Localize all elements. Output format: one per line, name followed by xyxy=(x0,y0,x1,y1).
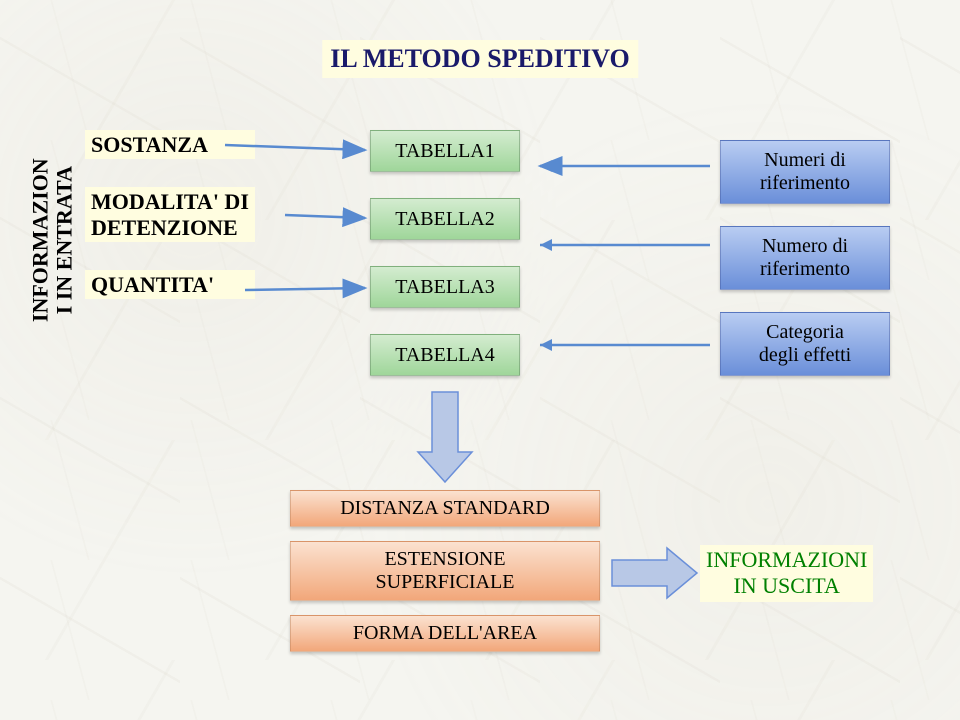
output-categoria: Categoria degli effetti xyxy=(720,312,890,376)
bottom-column: DISTANZA STANDARD ESTENSIONE SUPERFICIAL… xyxy=(290,490,600,652)
diagram-content: IL METODO SPEDITIVO INFORMAZION I IN ENT… xyxy=(0,0,960,720)
inputs-vertical-label: INFORMAZION I IN ENTRATA xyxy=(28,130,78,350)
output-info-label: INFORMAZIONI IN USCITA xyxy=(700,545,873,602)
o1-l1: Numeri di xyxy=(764,149,846,171)
outlbl-l1: INFORMAZIONI xyxy=(706,547,867,572)
input-modalita: MODALITA' DI DETENZIONE xyxy=(85,187,255,242)
bottom-distanza: DISTANZA STANDARD xyxy=(290,490,600,527)
tabella-1: TABELLA1 xyxy=(370,130,520,172)
v-label-line1: INFORMAZION xyxy=(28,158,53,322)
v-label-line2: I IN ENTRATA xyxy=(52,166,77,314)
o3-l2: degli effetti xyxy=(759,344,851,366)
tabella-3: TABELLA3 xyxy=(370,266,520,308)
bottom-estensione: ESTENSIONE SUPERFICIALE xyxy=(290,541,600,601)
modalita-l2: DETENZIONE xyxy=(91,215,238,240)
block-arrow-down xyxy=(418,392,472,482)
modalita-l1: MODALITA' DI xyxy=(91,189,249,214)
o2-l1: Numero di xyxy=(762,235,848,257)
b2-l2: SUPERFICIALE xyxy=(376,571,515,593)
output-numero: Numero di riferimento xyxy=(720,226,890,290)
tabella-4: TABELLA4 xyxy=(370,334,520,376)
o2-l2: riferimento xyxy=(760,258,850,280)
output-numeri: Numeri di riferimento xyxy=(720,140,890,204)
inputs-column: SOSTANZA MODALITA' DI DETENZIONE QUANTIT… xyxy=(85,130,255,299)
input-quantita: QUANTITA' xyxy=(85,270,255,299)
o3-l1: Categoria xyxy=(766,321,844,343)
outlbl-l2: IN USCITA xyxy=(733,573,839,598)
outputs-column: Numeri di riferimento Numero di riferime… xyxy=(720,140,890,376)
input-sostanza: SOSTANZA xyxy=(85,130,255,159)
tabella-2: TABELLA2 xyxy=(370,198,520,240)
block-arrow-right xyxy=(612,548,697,598)
o1-l2: riferimento xyxy=(760,172,850,194)
bottom-forma: FORMA DELL'AREA xyxy=(290,615,600,652)
tables-column: TABELLA1 TABELLA2 TABELLA3 TABELLA4 xyxy=(370,130,520,376)
b2-l1: ESTENSIONE xyxy=(384,548,505,570)
page-title: IL METODO SPEDITIVO xyxy=(322,40,638,78)
